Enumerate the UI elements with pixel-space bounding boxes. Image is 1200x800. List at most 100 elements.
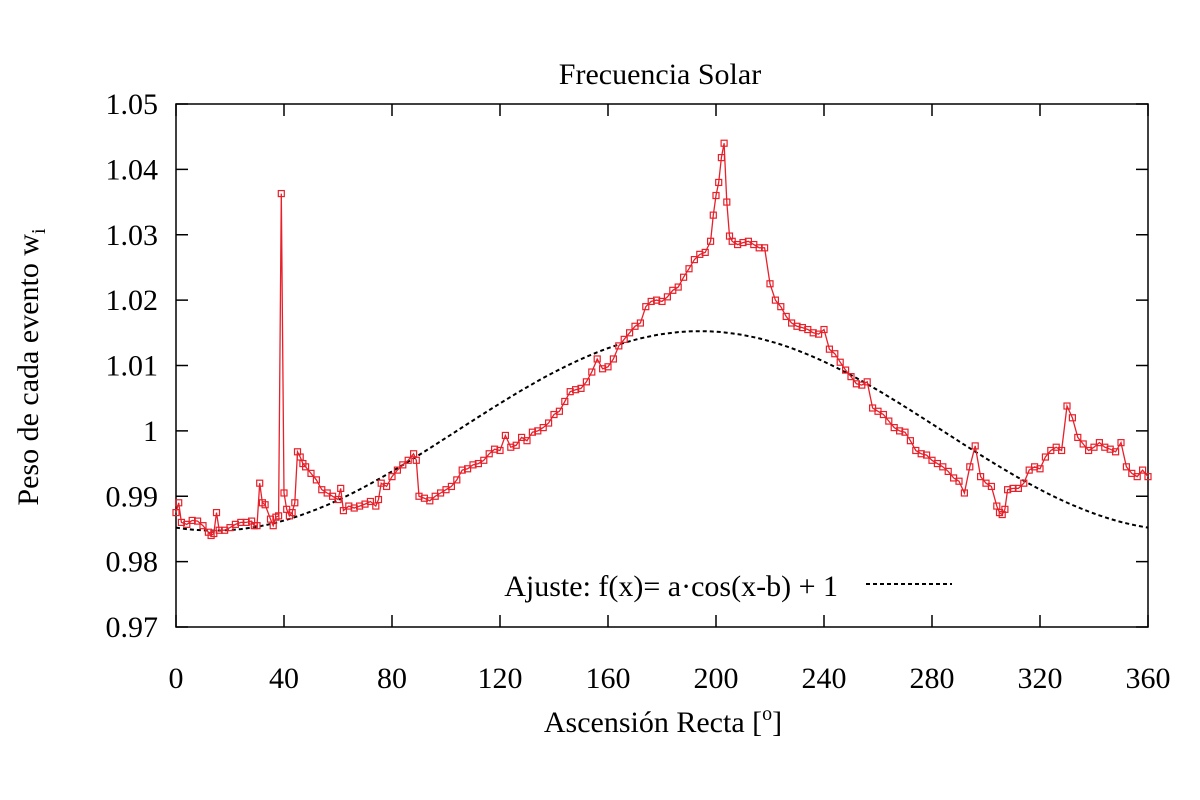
- data-point: [458, 466, 466, 474]
- data-point: [350, 504, 358, 512]
- data-point: [712, 191, 720, 200]
- data-point: [766, 280, 774, 288]
- data-point: [194, 517, 202, 525]
- data-point: [636, 319, 645, 327]
- y-tick-label: 1.05: [106, 88, 159, 121]
- legend: Ajuste: f(x)= a·cos(x-b) + 1: [504, 570, 952, 603]
- x-axis-label: Ascensión Recta [o]: [544, 703, 782, 739]
- data-point: [1020, 479, 1028, 487]
- data-point: [760, 244, 769, 252]
- data-point: [960, 489, 969, 497]
- data-point: [1068, 414, 1077, 422]
- x-tick-label: 320: [1018, 662, 1063, 695]
- data-point: [1014, 484, 1023, 493]
- x-tick-label: 80: [377, 662, 407, 695]
- data-point: [280, 489, 288, 497]
- data-point: [1144, 473, 1152, 481]
- y-tick-label: 1.03: [106, 219, 159, 252]
- data-point: [971, 442, 979, 450]
- data-point: [302, 463, 310, 471]
- data-point: [383, 482, 391, 491]
- data-point: [199, 522, 207, 530]
- data-point: [307, 469, 315, 477]
- data-point: [814, 330, 823, 338]
- data-point: [885, 417, 893, 425]
- data-point: [577, 384, 585, 392]
- data-point: [1001, 505, 1009, 513]
- data-point: [777, 303, 785, 311]
- data-point: [863, 378, 871, 386]
- x-tick-label: 280: [910, 662, 955, 695]
- data-point: [625, 329, 634, 337]
- data-point: [277, 189, 285, 198]
- y-tick-label: 0.97: [106, 611, 159, 644]
- x-tick-label: 0: [169, 662, 184, 695]
- data-point: [399, 461, 407, 469]
- data-point: [312, 476, 320, 484]
- data-point: [237, 518, 245, 527]
- data-point: [464, 465, 472, 473]
- data-point: [841, 366, 850, 374]
- x-tick-label: 240: [802, 662, 847, 695]
- y-tick-label: 1.02: [106, 284, 159, 317]
- data-point: [717, 154, 726, 162]
- data-point: [647, 297, 655, 306]
- data-point: [469, 461, 477, 469]
- data-point: [183, 520, 191, 528]
- data-point: [715, 178, 723, 187]
- data-point: [544, 419, 553, 427]
- data-point: [944, 467, 952, 476]
- data-point: [512, 441, 520, 449]
- data-point: [480, 456, 488, 464]
- data-point: [847, 373, 855, 381]
- data-point: [212, 508, 221, 517]
- data-point: [539, 424, 547, 432]
- data-point: [172, 508, 180, 517]
- data-point: [356, 502, 364, 510]
- data-series-line: [175, 143, 1149, 537]
- data-point: [593, 355, 601, 363]
- data-point: [820, 325, 828, 334]
- data-point: [706, 237, 715, 245]
- data-point: [690, 255, 699, 264]
- data-point: [836, 358, 844, 366]
- data-point: [1041, 453, 1050, 461]
- data-point: [922, 451, 931, 459]
- data-point: [175, 499, 183, 507]
- data-point: [966, 463, 974, 471]
- data-point: [374, 495, 383, 504]
- data-point: [701, 248, 709, 257]
- data-point: [831, 350, 839, 358]
- data-point: [1095, 439, 1104, 447]
- chart-title: Frecuencia Solar: [559, 58, 761, 91]
- data-point: [825, 345, 834, 353]
- data-point: [798, 323, 807, 332]
- data-point: [939, 463, 947, 471]
- fit-curve: [175, 330, 1149, 532]
- data-point: [1133, 473, 1141, 481]
- y-axis-ticks: 0.97 0.98 0.99 1 1.01 1.02 1.03 1.04 1.05: [106, 88, 1148, 644]
- data-point: [388, 473, 396, 481]
- data-point: [720, 139, 728, 147]
- y-axis-label-sub: i: [28, 228, 50, 234]
- legend-label: Ajuste: f(x)= a·cos(x-b) + 1: [504, 570, 838, 603]
- data-point: [366, 497, 374, 506]
- data-point: [901, 428, 909, 436]
- data-point: [685, 265, 693, 273]
- data-point: [658, 297, 666, 306]
- data-point: [1074, 433, 1082, 442]
- data-point: [1111, 448, 1120, 456]
- data-point: [291, 499, 299, 507]
- data-point: [663, 293, 672, 301]
- data-point: [496, 446, 504, 455]
- data-point: [609, 355, 618, 363]
- x-axis-ticks: 0 40 80 120 160 200 240 280 320 360: [169, 104, 1171, 695]
- data-point: [917, 450, 925, 458]
- data-point: [906, 437, 915, 445]
- data-point: [275, 512, 283, 520]
- data-point: [809, 329, 817, 337]
- data-point: [1079, 440, 1087, 448]
- data-point: [337, 484, 345, 493]
- data-point: [723, 198, 731, 206]
- plot-area: [172, 103, 1152, 628]
